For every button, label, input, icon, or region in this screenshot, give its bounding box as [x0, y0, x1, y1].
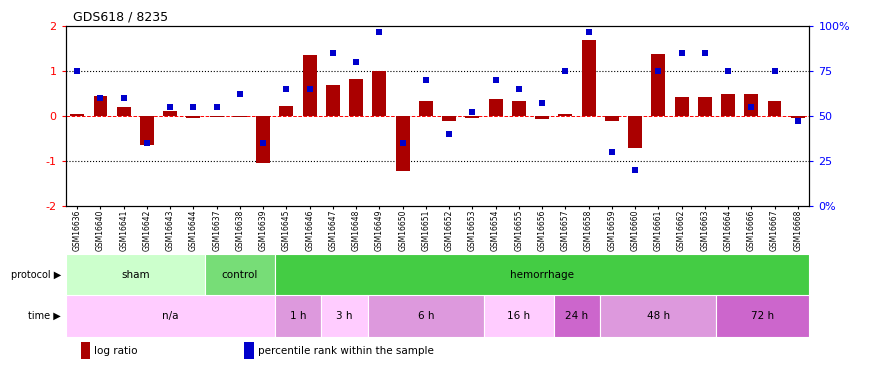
Bar — [536, 116, 550, 118]
Bar — [628, 116, 642, 148]
Bar — [466, 116, 480, 118]
Point — [442, 131, 456, 137]
Bar — [279, 106, 293, 116]
Text: 3 h: 3 h — [336, 311, 353, 321]
Text: log ratio: log ratio — [94, 345, 137, 355]
Point — [396, 140, 410, 146]
Bar — [554, 296, 600, 337]
Bar — [600, 296, 717, 337]
Text: hemorrhage: hemorrhage — [510, 270, 574, 280]
Point — [94, 95, 108, 101]
Bar — [605, 116, 619, 122]
Bar — [675, 97, 689, 116]
Text: 24 h: 24 h — [565, 311, 589, 321]
Point — [70, 68, 84, 74]
Bar — [698, 97, 711, 116]
Point — [582, 28, 596, 34]
Bar — [275, 254, 809, 296]
Bar — [419, 101, 433, 116]
Point — [628, 167, 642, 173]
Point — [791, 118, 805, 124]
Bar — [256, 116, 270, 163]
Bar — [66, 254, 205, 296]
Bar — [368, 296, 484, 337]
Point — [558, 68, 572, 74]
Bar — [484, 296, 554, 337]
Bar — [80, 342, 90, 359]
Bar — [164, 111, 177, 116]
Point — [279, 86, 293, 92]
Point — [326, 50, 340, 56]
Text: 48 h: 48 h — [647, 311, 670, 321]
Text: sham: sham — [121, 270, 150, 280]
Text: percentile rank within the sample: percentile rank within the sample — [257, 345, 433, 355]
Text: 16 h: 16 h — [507, 311, 530, 321]
Bar — [651, 54, 665, 116]
Bar — [66, 296, 275, 337]
Bar — [140, 116, 154, 145]
Bar — [373, 71, 387, 116]
Point — [140, 140, 154, 146]
Text: control: control — [221, 270, 258, 280]
Bar — [717, 296, 809, 337]
Bar — [94, 96, 108, 116]
Point — [210, 104, 224, 110]
Point — [767, 68, 781, 74]
Point — [697, 50, 711, 56]
Bar — [512, 101, 526, 116]
Bar — [745, 94, 759, 116]
Text: protocol ▶: protocol ▶ — [11, 270, 61, 280]
Point — [256, 140, 270, 146]
Bar — [303, 56, 317, 116]
Bar — [326, 84, 340, 116]
Bar — [349, 79, 363, 116]
Point — [349, 59, 363, 65]
Bar — [791, 116, 805, 118]
Bar — [396, 116, 410, 171]
Point — [536, 100, 550, 106]
Text: GDS618 / 8235: GDS618 / 8235 — [74, 11, 168, 24]
Point — [745, 104, 759, 110]
Bar — [244, 342, 254, 359]
Point — [233, 92, 247, 98]
Point — [512, 86, 526, 92]
Text: n/a: n/a — [162, 311, 178, 321]
Bar — [721, 94, 735, 116]
Bar — [233, 116, 247, 117]
Point — [605, 149, 619, 155]
Bar — [558, 114, 572, 116]
Bar — [275, 296, 321, 337]
Bar — [210, 116, 224, 117]
Point — [721, 68, 735, 74]
Point — [303, 86, 317, 92]
Point — [419, 77, 433, 83]
Point — [186, 104, 200, 110]
Text: 72 h: 72 h — [752, 311, 774, 321]
Point — [466, 110, 480, 116]
Bar — [442, 116, 456, 122]
Point — [651, 68, 665, 74]
Bar — [205, 254, 275, 296]
Point — [164, 104, 178, 110]
Point — [675, 50, 689, 56]
Point — [116, 95, 130, 101]
Text: 1 h: 1 h — [290, 311, 306, 321]
Bar — [321, 296, 368, 337]
Text: 6 h: 6 h — [417, 311, 434, 321]
Point — [488, 77, 502, 83]
Bar — [488, 99, 502, 116]
Point — [373, 28, 387, 34]
Bar — [582, 40, 596, 116]
Bar — [767, 101, 781, 116]
Bar — [70, 114, 84, 116]
Bar — [186, 116, 200, 118]
Text: time ▶: time ▶ — [29, 311, 61, 321]
Bar — [116, 107, 130, 116]
